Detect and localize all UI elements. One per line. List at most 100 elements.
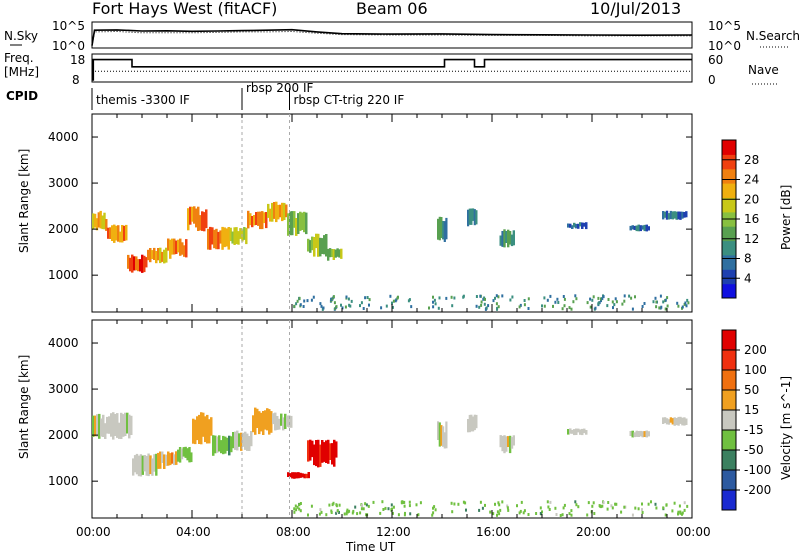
heatmap-cell: [671, 211, 674, 220]
heatmap-cell: [206, 414, 209, 444]
series-line-nsky: [91, 28, 693, 46]
ground-scatter-cell: [597, 301, 600, 305]
heatmap-cell: [107, 227, 110, 239]
heatmap-cell: [340, 248, 343, 259]
ground-scatter-cell: [494, 296, 496, 300]
ground-scatter-cell: [384, 506, 387, 510]
heatmap-cell: [569, 428, 572, 434]
ground-scatter-cell: [557, 301, 560, 304]
heatmap-cell: [681, 417, 684, 426]
heatmap-cell: [270, 411, 273, 433]
heatmap-cell: [445, 421, 448, 449]
panel-frame: [91, 319, 693, 519]
heatmap-cell: [236, 430, 239, 451]
ground-scatter-cell: [431, 513, 434, 517]
ground-scatter-cell: [432, 506, 434, 510]
cpid-label: CPID: [6, 89, 38, 103]
colorbar-swatch: [722, 430, 736, 451]
colorbar-swatch: [722, 410, 736, 431]
heatmap-cell: [111, 225, 114, 241]
ground-scatter-cell: [541, 304, 543, 308]
ground-scatter-cell: [623, 294, 626, 298]
heatmap-cell: [301, 212, 304, 230]
ground-scatter-cell: [614, 297, 617, 301]
colorbar-swatch: [722, 283, 736, 299]
ground-scatter-cell: [572, 300, 575, 304]
heatmap-cell: [282, 417, 285, 431]
ground-scatter-cell: [676, 301, 679, 305]
heatmap-cell: [315, 233, 318, 249]
heatmap-cell: [445, 217, 448, 240]
colorbar-swatch: [722, 490, 736, 511]
heatmap-cell: [201, 211, 204, 231]
ground-scatter-cell: [453, 502, 456, 506]
heatmap-cell: [629, 431, 632, 436]
heatmap-cell: [188, 447, 191, 463]
heatmap-cell: [473, 209, 476, 226]
heatmap-cell: [101, 215, 104, 230]
colorbar-swatch: [722, 370, 736, 391]
ground-scatter-cell: [381, 500, 384, 504]
heatmap-cell: [669, 417, 673, 423]
freq-unit: [MHz]: [4, 65, 39, 79]
heatmap-cell: [507, 229, 510, 248]
ground-scatter-cell: [659, 294, 662, 298]
heatmap-cell: [440, 425, 443, 446]
ground-scatter-cell: [654, 502, 657, 506]
ground-scatter-cell: [372, 500, 375, 504]
ground-scatter-cell: [497, 305, 500, 309]
ground-scatter-cell: [523, 299, 526, 302]
heatmap-cell: [305, 473, 308, 479]
ground-scatter-cell: [666, 296, 669, 300]
ground-scatter-cell: [293, 507, 296, 511]
heatmap-cell: [585, 222, 588, 230]
ground-scatter-cell: [310, 298, 313, 302]
heatmap-cell: [147, 453, 150, 477]
heatmap-cell: [512, 230, 515, 246]
ground-scatter-cell: [407, 299, 410, 303]
ground-scatter-cell: [681, 511, 684, 515]
ground-scatter-cell: [319, 508, 322, 512]
ground-scatter-cell: [492, 299, 495, 303]
ground-scatter-cell: [479, 500, 482, 504]
ground-scatter-cell: [602, 295, 605, 299]
ground-scatter-cell: [433, 298, 436, 302]
ground-scatter-cell: [607, 298, 610, 301]
heatmap-cell: [190, 452, 193, 463]
heatmap-cell: [257, 211, 260, 226]
heatmap-cell: [216, 436, 219, 453]
x-axis-title: Time UT: [345, 540, 396, 554]
heatmap-cell: [238, 433, 241, 447]
heatmap-cell: [665, 210, 669, 220]
heatmap-cell: [115, 225, 118, 241]
heatmap-cell: [499, 435, 502, 448]
colorbar-swatch: [722, 226, 736, 242]
ground-scatter-cell: [634, 506, 637, 510]
ground-scatter-cell: [330, 297, 333, 301]
ground-scatter-cell: [623, 299, 626, 303]
ground-scatter-cell: [543, 304, 546, 308]
ground-scatter-cell: [475, 295, 478, 298]
heatmap-cell: [467, 419, 470, 433]
heatmap-cell: [579, 222, 582, 227]
heatmap-cell: [503, 229, 506, 248]
heatmap-cell: [186, 448, 189, 461]
heatmap-cell: [585, 430, 588, 435]
ground-scatter-cell: [335, 305, 338, 309]
ground-scatter-cell: [600, 297, 602, 301]
heatmap-cell: [155, 453, 158, 476]
colorbar-tick-label: 8: [744, 252, 752, 266]
heatmap-cell: [108, 416, 111, 434]
heatmap-cell: [264, 410, 267, 430]
heatmap-cell: [505, 231, 508, 243]
heatmap-cell: [675, 418, 678, 426]
colorbar-swatch: [722, 330, 736, 351]
ground-scatter-cell: [511, 295, 514, 299]
ground-scatter-cell: [434, 508, 437, 512]
heatmap-cell: [309, 439, 312, 461]
heatmap-cell: [114, 414, 117, 436]
heatmap-cell: [438, 422, 441, 447]
heatmap-cell: [252, 415, 255, 433]
ground-scatter-cell: [335, 504, 338, 508]
ground-scatter-cell: [479, 294, 482, 298]
